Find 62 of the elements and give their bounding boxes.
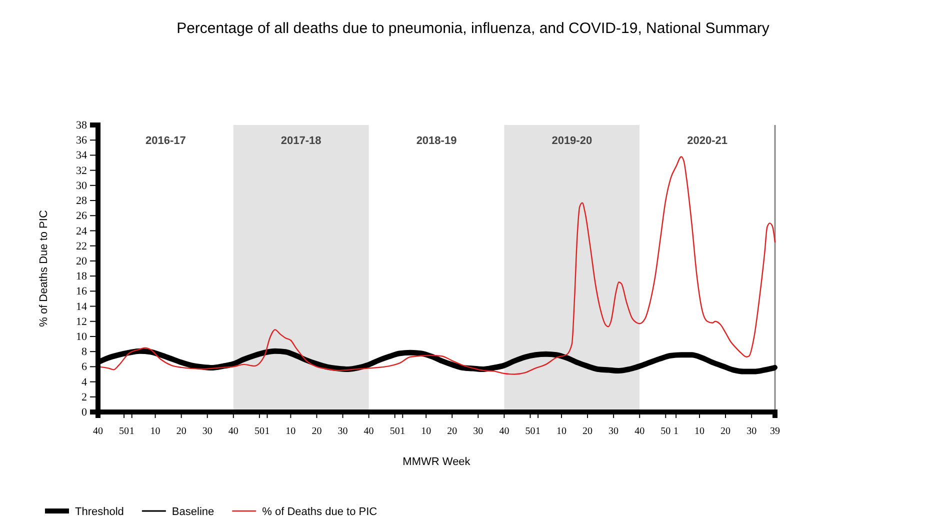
y-tick-label: 0 bbox=[82, 406, 88, 419]
x-tick-label: 50 bbox=[525, 426, 536, 437]
x-tick-label: 1 bbox=[264, 426, 270, 437]
y-tick-label: 32 bbox=[76, 164, 87, 177]
y-tick-label: 8 bbox=[82, 346, 88, 358]
y-tick-label: 4 bbox=[82, 376, 88, 388]
x-tick-label: 50 bbox=[660, 426, 671, 437]
x-tick-label: 30 bbox=[746, 426, 757, 437]
x-tick-label: 30 bbox=[338, 426, 348, 437]
y-tick-label: 38 bbox=[76, 120, 88, 132]
x-tick-label: 1 bbox=[400, 426, 406, 437]
band-label: 2017-18 bbox=[280, 135, 322, 148]
annotation: 2016-17 bbox=[146, 135, 186, 148]
y-tick-label: 36 bbox=[76, 134, 88, 147]
x-tick-label: 39 bbox=[770, 426, 780, 437]
x-tick-label: 1 bbox=[536, 426, 541, 437]
y-tick-label: 6 bbox=[82, 361, 88, 374]
y-tick-label: 18 bbox=[76, 270, 88, 283]
y-tick-label: 24 bbox=[76, 225, 88, 238]
x-axis-title: MMWR Week bbox=[402, 456, 471, 468]
y-tick-label: 20 bbox=[76, 255, 88, 268]
x-tick-label: 40 bbox=[364, 426, 374, 437]
x-tick-label: 40 bbox=[499, 426, 510, 437]
x-tick-label: 40 bbox=[634, 426, 645, 437]
x-tick-label: 30 bbox=[202, 426, 212, 437]
legend-label: Baseline bbox=[172, 506, 214, 518]
annotation: 2018-19 bbox=[416, 135, 457, 148]
legend-label: % of Deaths due to PIC bbox=[262, 506, 378, 518]
y-tick-label: 28 bbox=[76, 195, 88, 208]
x-tick-label: 50 bbox=[119, 426, 130, 437]
annotation: 2020-21 bbox=[687, 135, 728, 148]
x-tick-label: 30 bbox=[473, 426, 484, 437]
x-tick-label: 40 bbox=[93, 426, 103, 437]
x-tick-label: 1 bbox=[129, 426, 134, 437]
x-tick-label: 50 bbox=[254, 426, 264, 437]
band-label: 2019-20 bbox=[552, 135, 592, 148]
x-tick-label: 20 bbox=[176, 426, 186, 437]
x-tick-label: 20 bbox=[720, 426, 731, 437]
y-tick-label: 22 bbox=[76, 240, 87, 252]
y-tick-label: 26 bbox=[76, 210, 88, 222]
x-tick-label: 20 bbox=[312, 426, 322, 437]
x-tick-label: 10 bbox=[150, 426, 160, 437]
y-tick-label: 16 bbox=[76, 286, 88, 298]
chart-title: Percentage of all deaths due to pneumonia, influenza, and COVID-19, National Summary bbox=[176, 20, 770, 37]
y-tick-label: 14 bbox=[76, 300, 88, 313]
x-tick-label: 50 bbox=[390, 426, 400, 437]
y-tick-label: 34 bbox=[76, 150, 88, 162]
x-tick-label: 10 bbox=[421, 426, 432, 437]
x-tick-label: 40 bbox=[228, 426, 238, 437]
y-tick-label: 2 bbox=[82, 391, 87, 404]
y-tick-label: 10 bbox=[76, 330, 88, 343]
x-tick-label: 30 bbox=[608, 426, 619, 437]
x-tick-label: 1 bbox=[674, 426, 679, 437]
y-tick-label: 12 bbox=[76, 316, 87, 328]
legend-label: Threshold bbox=[75, 506, 124, 518]
x-tick-label: 20 bbox=[447, 426, 458, 437]
x-tick-label: 10 bbox=[556, 426, 566, 437]
x-tick-label: 10 bbox=[694, 426, 704, 437]
x-tick-label: 10 bbox=[286, 426, 296, 437]
y-axis-title: % of Deaths Due to PIC bbox=[38, 210, 50, 327]
x-tick-label: 20 bbox=[582, 426, 593, 437]
y-tick-label: 30 bbox=[76, 180, 88, 192]
